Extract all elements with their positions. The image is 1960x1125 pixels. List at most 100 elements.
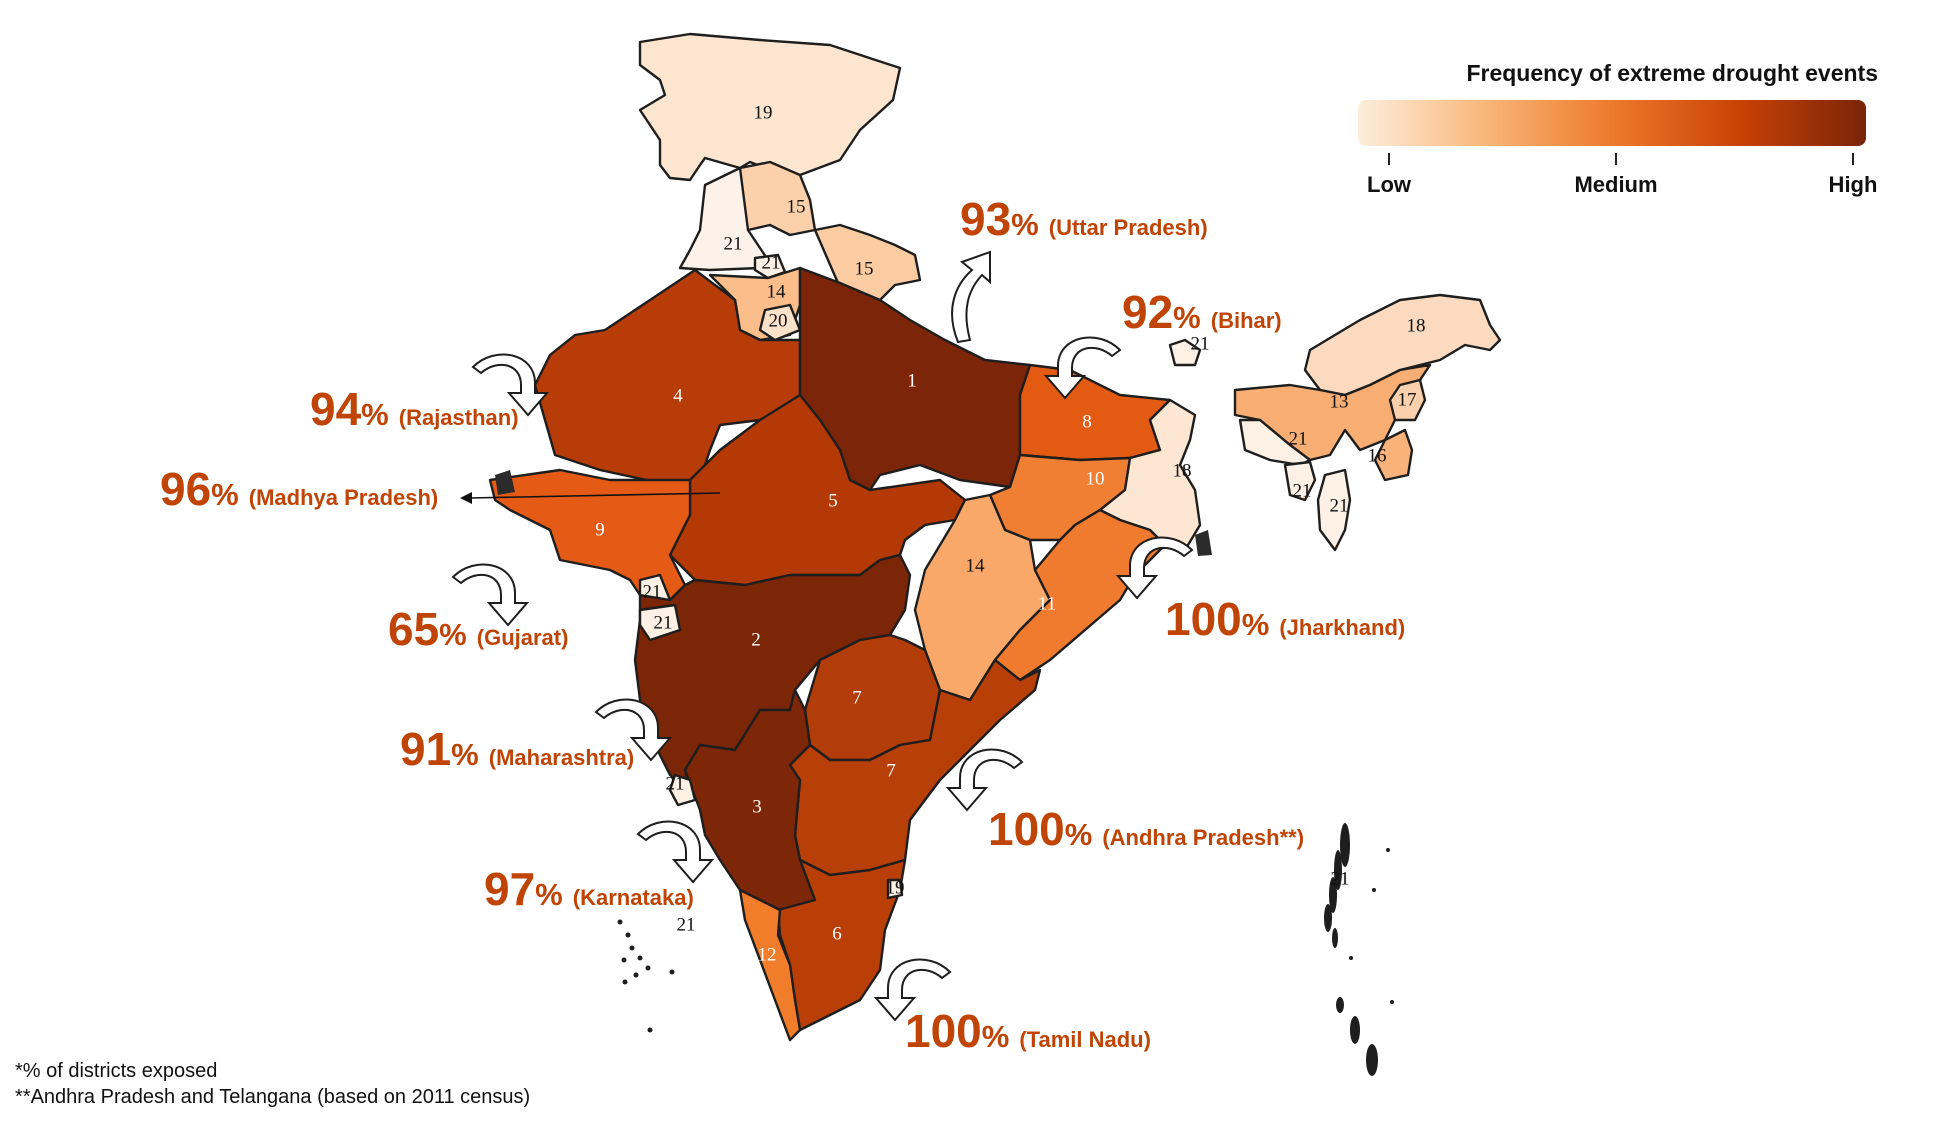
curved-arrow-tamil-nadu (873, 958, 952, 1022)
footnote-census: **Andhra Pradesh and Telangana (based on… (15, 1086, 531, 1108)
callout-karnataka: 97% (Karnataka) (484, 863, 694, 915)
rank-label-tripura: 21 (1293, 480, 1312, 501)
legend-label-low: Low (1367, 172, 1411, 197)
rank-label-arunachal-pradesh: 18 (1407, 315, 1426, 336)
region-dadra-nagar-haveli (638, 603, 682, 642)
rank-label-mizoram: 21 (1330, 495, 1349, 516)
callout-tamil-nadu: 100% (Tamil Nadu) (905, 1005, 1151, 1057)
region-bihar (1018, 363, 1172, 462)
footnote-districts: *% of districts exposed (15, 1060, 218, 1082)
callout-percent-sign: % (361, 397, 389, 432)
rank-label-himachal-pradesh: 15 (787, 196, 806, 217)
rank-label-gujarat: 9 (595, 519, 605, 540)
rank-label-puducherry: 19 (886, 877, 905, 898)
andaman-nicobar-island (1372, 888, 1376, 892)
callout-state-name: (Maharashtra) (489, 745, 634, 770)
andaman-nicobar-island (1386, 848, 1390, 852)
andaman-nicobar-island (1336, 997, 1344, 1013)
legend-title: Frequency of extreme drought events (1466, 60, 1878, 86)
curved-arrow-gujarat (451, 563, 530, 627)
callout-state-name: (Rajasthan) (399, 405, 519, 430)
rank-label-karnataka: 3 (752, 796, 762, 817)
lakshadweep-island (622, 979, 628, 985)
callout-state-name: (Gujarat) (477, 625, 569, 650)
rank-label-lakshadweep: 21 (677, 914, 696, 935)
callout-value: 100 (988, 803, 1065, 855)
rank-label-jammu-kashmir: 19 (754, 102, 773, 123)
legend-label-medium: Medium (1574, 172, 1658, 197)
callout-state-name: (Bihar) (1211, 308, 1282, 333)
curved-arrow-bihar (1043, 336, 1122, 400)
callout-value: 97 (484, 863, 535, 915)
callout-percent-sign: % (1173, 300, 1201, 335)
callout-madhya-pradesh: 96% (Madhya Pradesh) (160, 463, 438, 515)
rank-label-chandigarh: 21 (762, 252, 781, 273)
legend-tick-low (1388, 153, 1390, 165)
andaman-nicobar-island (1324, 904, 1332, 932)
lakshadweep-island (621, 957, 627, 963)
callout-value: 100 (1165, 593, 1242, 645)
region-delhi (758, 303, 802, 342)
region-goa (668, 773, 697, 807)
callout-andhra-pradesh: 100% (Andhra Pradesh**) (988, 803, 1304, 855)
rank-label-daman-diu: 21 (643, 581, 662, 602)
callout-percent-sign: % (1011, 207, 1039, 242)
rank-label-punjab: 21 (724, 233, 743, 254)
callout-state-name: (Jharkhand) (1279, 615, 1405, 640)
curved-arrow-uttar-pradesh (951, 250, 991, 344)
callout-value: 93 (960, 193, 1011, 245)
rank-label-rajasthan: 4 (673, 385, 683, 406)
callout-value: 65 (388, 603, 439, 655)
callout-state-name: (Tamil Nadu) (1019, 1027, 1151, 1052)
callout-state-name: (Andhra Pradesh**) (1102, 825, 1304, 850)
lakshadweep-island (647, 1027, 653, 1033)
callout-percent-sign: % (535, 877, 563, 912)
callout-bihar: 92% (Bihar) (1122, 286, 1282, 338)
rank-label-odisha: 11 (1038, 593, 1056, 614)
callout-gujarat: 65% (Gujarat) (388, 603, 568, 655)
callout-state-name: (Uttar Pradesh) (1049, 215, 1208, 240)
callout-value: 92 (1122, 286, 1173, 338)
andaman-nicobar-island (1349, 956, 1353, 960)
legend-color-bar (1358, 100, 1866, 146)
rank-label-meghalaya: 21 (1289, 428, 1308, 449)
rank-label-andhra-pradesh: 7 (886, 760, 896, 781)
callout-percent-sign: % (1065, 817, 1093, 852)
rank-label-nagaland: 17 (1398, 389, 1417, 410)
region-manipur (1373, 428, 1414, 482)
callout-value: 91 (400, 723, 451, 775)
coastal-patch (1195, 530, 1212, 556)
callout-percent-sign: % (982, 1019, 1010, 1054)
curved-arrow-andhra-pradesh (945, 748, 1024, 812)
rank-label-chhattisgarh: 14 (966, 555, 986, 576)
curved-arrow-maharashtra (594, 698, 673, 762)
callout-jharkhand: 100% (Jharkhand) (1165, 593, 1405, 645)
callout-maharashtra: 91% (Maharashtra) (400, 723, 634, 775)
region-tripura (1283, 460, 1317, 502)
rank-label-uttar-pradesh: 1 (907, 370, 917, 391)
rank-label-jharkhand: 10 (1086, 468, 1105, 489)
leader-arrow-madhya-pradesh (460, 492, 721, 504)
region-karnataka (683, 688, 827, 912)
legend-tick-medium (1615, 153, 1617, 165)
rank-label-madhya-pradesh: 5 (828, 490, 838, 511)
lakshadweep-island (645, 965, 651, 971)
rank-label-kerala: 12 (758, 944, 777, 965)
andaman-nicobar-island (1340, 823, 1350, 867)
curved-arrow-jharkhand (1115, 536, 1194, 600)
rank-label-west-bengal: 18 (1173, 460, 1192, 481)
legend-tick-high (1852, 153, 1854, 165)
lakshadweep-island (633, 972, 639, 978)
lakshadweep-island (625, 932, 631, 938)
andaman-nicobar-island (1332, 928, 1338, 948)
curved-arrow-karnataka (636, 820, 715, 884)
rank-label-manipur: 16 (1368, 445, 1387, 466)
callout-rajasthan: 94% (Rajasthan) (310, 383, 519, 435)
callout-value: 94 (310, 383, 362, 435)
rank-label-bihar: 8 (1082, 411, 1092, 432)
region-sikkim (1168, 338, 1202, 367)
callout-uttar-pradesh: 93% (Uttar Pradesh) (960, 193, 1208, 245)
callout-percent-sign: % (451, 737, 479, 772)
region-kerala (738, 888, 802, 1042)
legend: Frequency of extreme drought events Low … (1358, 56, 1898, 206)
